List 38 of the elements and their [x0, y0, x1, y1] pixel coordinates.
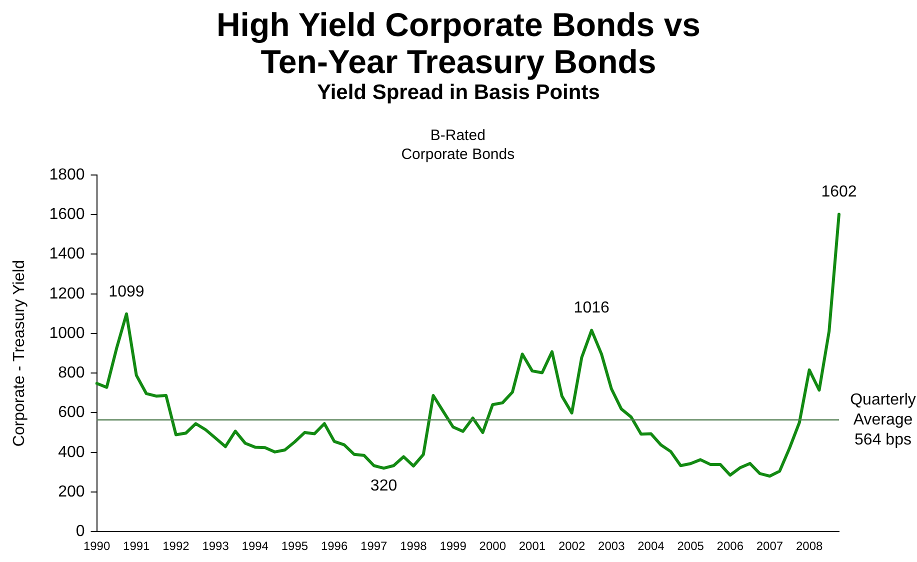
x-tick-label: 1997	[360, 539, 388, 554]
data-label: 1099	[108, 283, 144, 300]
y-tick-label: 1400	[49, 246, 85, 263]
y-tick-label: 200	[58, 483, 85, 500]
x-tick-label: 2004	[638, 539, 665, 554]
x-tick-label: 2008	[796, 539, 823, 554]
x-tick-label: 2006	[716, 539, 744, 554]
y-tick-label: 800	[58, 364, 85, 382]
text: B-Rated Corporate Bonds	[401, 127, 515, 164]
y-tick-label: 400	[58, 444, 85, 461]
x-tick-label: 2001	[518, 539, 546, 554]
ref-line-label: Quarterly Average 564 bps	[850, 391, 916, 448]
x-tick-label: 1995	[281, 539, 308, 554]
chart-subtitle: Yield Spread in Basis Points	[316, 80, 601, 106]
x-tick-label: 1992	[162, 539, 190, 554]
chart-title: High Yield Corporate Bonds vs Ten-Year Treasury Bonds	[215, 6, 702, 80]
y-tick-label: 0	[76, 523, 85, 540]
data-label: 320	[370, 478, 398, 495]
y-axis-title: Corporate - Treasury Yield	[11, 260, 28, 447]
x-tick-label: 2005	[677, 539, 704, 554]
y-tick-label: 1200	[49, 285, 85, 302]
x-tick-label: 2007	[756, 539, 784, 554]
x-tick-label: 1993	[202, 539, 230, 554]
x-tick-label: 1994	[242, 539, 269, 554]
x-tick-label: 2002	[558, 539, 586, 554]
y-tick-label: 600	[58, 404, 85, 422]
x-tick-label: 1999	[440, 539, 467, 554]
x-tick-label: 1998	[400, 539, 428, 554]
x-tick-label: 1990	[83, 539, 110, 554]
x-tick-label: 2000	[479, 539, 506, 554]
data-label: 1016	[574, 300, 610, 317]
x-tick-label: 1991	[123, 539, 150, 554]
y-tick-label: 1800	[49, 166, 85, 184]
y-tick-label: 1000	[49, 324, 85, 342]
x-tick-label: 1996	[320, 539, 348, 554]
data-label: 1602	[821, 184, 857, 201]
x-tick-label: 2003	[598, 539, 626, 554]
y-tick-label: 1600	[49, 206, 85, 224]
